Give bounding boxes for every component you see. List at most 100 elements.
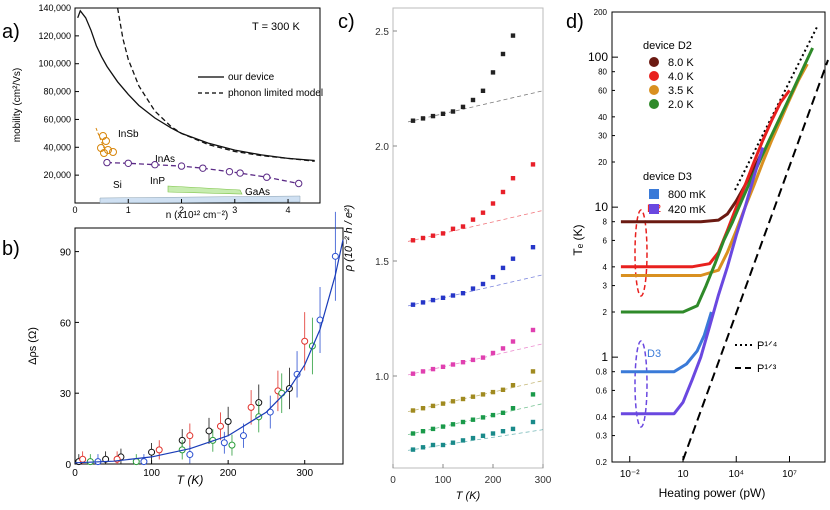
panel-b-ylabel: Δρs (Ω) <box>27 327 39 365</box>
panel-label-b: b) <box>2 238 20 260</box>
panel-a-inas-point <box>263 173 271 181</box>
panel-c-point-red <box>510 176 516 181</box>
panel-c-point-magenta <box>480 355 486 360</box>
label-gaas: GaAs <box>245 187 270 198</box>
panel-b-point-black <box>205 427 213 435</box>
legend-phonon-model: phonon limited model <box>228 88 323 99</box>
panel-c-point-blue <box>500 265 506 271</box>
panel-c-point-green <box>460 419 466 425</box>
panel-b-point-green <box>228 441 236 449</box>
label-inp: InP <box>150 176 165 187</box>
panel-c-point-red <box>440 231 446 236</box>
panel-d-minor-ytick-label: 2 <box>603 308 608 317</box>
panel-d-minor-ytick-label: 60 <box>598 86 607 95</box>
panel-c-point-teal <box>490 431 496 436</box>
panel-b-point-blue <box>239 432 247 440</box>
panel-d-minor-ytick-label: 8 <box>603 218 608 227</box>
panel-a-inas-point <box>124 159 132 168</box>
legend-p14-label: P¹ᐟ⁴ <box>757 340 778 352</box>
panel-a-ylabel: mobility (cm²/Vs) <box>12 68 23 142</box>
panel-c-xtick-label: 200 <box>485 475 502 486</box>
panel-a-ytick-label: 120,000 <box>38 31 71 41</box>
panel-c-ytick-label: 1.0 <box>375 372 389 383</box>
panel-c-point-red <box>530 162 536 167</box>
panel-c-point-teal <box>510 426 516 432</box>
panel-b-point-red <box>247 403 255 411</box>
panel-d-ytick-label: 1 <box>601 350 608 364</box>
legend-d3-title: device D3 <box>643 171 692 183</box>
panel-d-legend-marker <box>649 57 659 67</box>
panel-c-frame <box>392 7 544 469</box>
panel-c-point-black <box>410 118 416 123</box>
panel-c-point-black <box>490 70 496 75</box>
panel-c-point-green <box>430 426 436 432</box>
panel-c-point-olive <box>410 408 416 413</box>
panel-d-ytick-label: 10 <box>595 200 609 214</box>
panel-c-point-olive <box>460 396 466 402</box>
panel-c-xtick-label: 100 <box>435 475 452 486</box>
panel-a-inas-point <box>236 169 244 177</box>
panel-b-point-blue <box>220 439 228 447</box>
panel-c-point-red <box>480 210 486 215</box>
panel-b-point-blue <box>331 252 339 260</box>
panel-c-point-magenta <box>460 360 466 365</box>
panel-c-point-green <box>450 422 456 427</box>
panel-b-xtick-label: 300 <box>296 468 313 479</box>
panel-d-curve-2.0-K <box>620 47 814 314</box>
panel-d-curve-8.0-K <box>620 149 765 224</box>
panel-b-point-red <box>79 455 87 463</box>
panel-a-chart: T = 300 K n (x10¹² cm⁻²) mobility (cm²/V… <box>12 3 323 221</box>
panel-c-point-black <box>500 51 506 57</box>
panel-c-fit-blue <box>407 274 544 307</box>
panel-a-xtick-label: 0 <box>72 205 77 215</box>
panel-c-point-magenta <box>450 362 456 367</box>
panel-c-point-black <box>510 33 516 38</box>
panel-d-curve-3.5-K <box>620 63 809 277</box>
panel-c-point-green <box>490 412 496 418</box>
panel-c-point-magenta <box>440 364 446 369</box>
panel-c-point-black <box>450 109 456 114</box>
panel-label-c: c) <box>338 11 355 33</box>
panel-b-point-black <box>148 448 156 456</box>
panel-c-point-blue <box>530 245 536 250</box>
panel-c-point-magenta <box>490 350 496 356</box>
panel-c-point-black <box>460 104 466 110</box>
panel-a-xtick-label: 3 <box>232 205 237 215</box>
panel-d-minor-ytick-label: 0.8 <box>596 368 608 377</box>
panel-b-chart: T (K) Δρs (Ω) 0 100 200 300 0 30 60 90 <box>27 211 344 487</box>
panel-c-point-olive <box>480 392 486 397</box>
panel-d-legend-label: 3.5 K <box>668 85 694 97</box>
panel-c-point-red <box>420 235 426 241</box>
panel-b-xtick-label: 100 <box>143 468 160 479</box>
panel-b-point-black <box>224 418 232 426</box>
p13-guide-line <box>682 59 829 461</box>
panel-c-point-magenta <box>470 357 476 363</box>
panel-c-ytick-label: 2.5 <box>375 27 389 38</box>
panel-b-frame <box>74 227 344 465</box>
panel-c-point-teal <box>480 433 486 438</box>
panel-d-minor-ytick-label: 200 <box>594 8 608 17</box>
panel-a-xlabel: n (x10¹² cm⁻²) <box>166 210 229 221</box>
panel-c-point-green <box>470 417 476 422</box>
panel-d-minor-ytick-label: 30 <box>598 132 607 141</box>
panel-c-point-magenta <box>420 369 426 374</box>
panel-d-legend-marker <box>649 99 659 109</box>
panel-d-minor-ytick-label: 20 <box>598 158 607 167</box>
panel-d-frame <box>611 11 826 463</box>
panel-d-minor-ytick-label: 6 <box>603 236 608 245</box>
panel-c-point-magenta <box>530 327 536 333</box>
panel-c-point-green <box>510 406 516 411</box>
panel-c-xtick-label: 300 <box>535 475 552 486</box>
panel-c-point-blue <box>460 291 466 296</box>
panel-c-point-black <box>480 88 486 93</box>
panel-b-xtick-label: 200 <box>220 468 237 479</box>
label-insb: InSb <box>118 129 139 140</box>
panel-c-point-olive <box>470 394 476 399</box>
panel-c-point-teal <box>410 447 416 452</box>
panel-d-ytick-label: 100 <box>588 50 608 64</box>
panel-c-point-teal <box>430 442 436 448</box>
panel-d-ylabel: Tₑ (K) <box>571 224 585 255</box>
panel-b-ytick-label: 30 <box>60 389 72 400</box>
panel-c-point-magenta <box>410 371 416 376</box>
